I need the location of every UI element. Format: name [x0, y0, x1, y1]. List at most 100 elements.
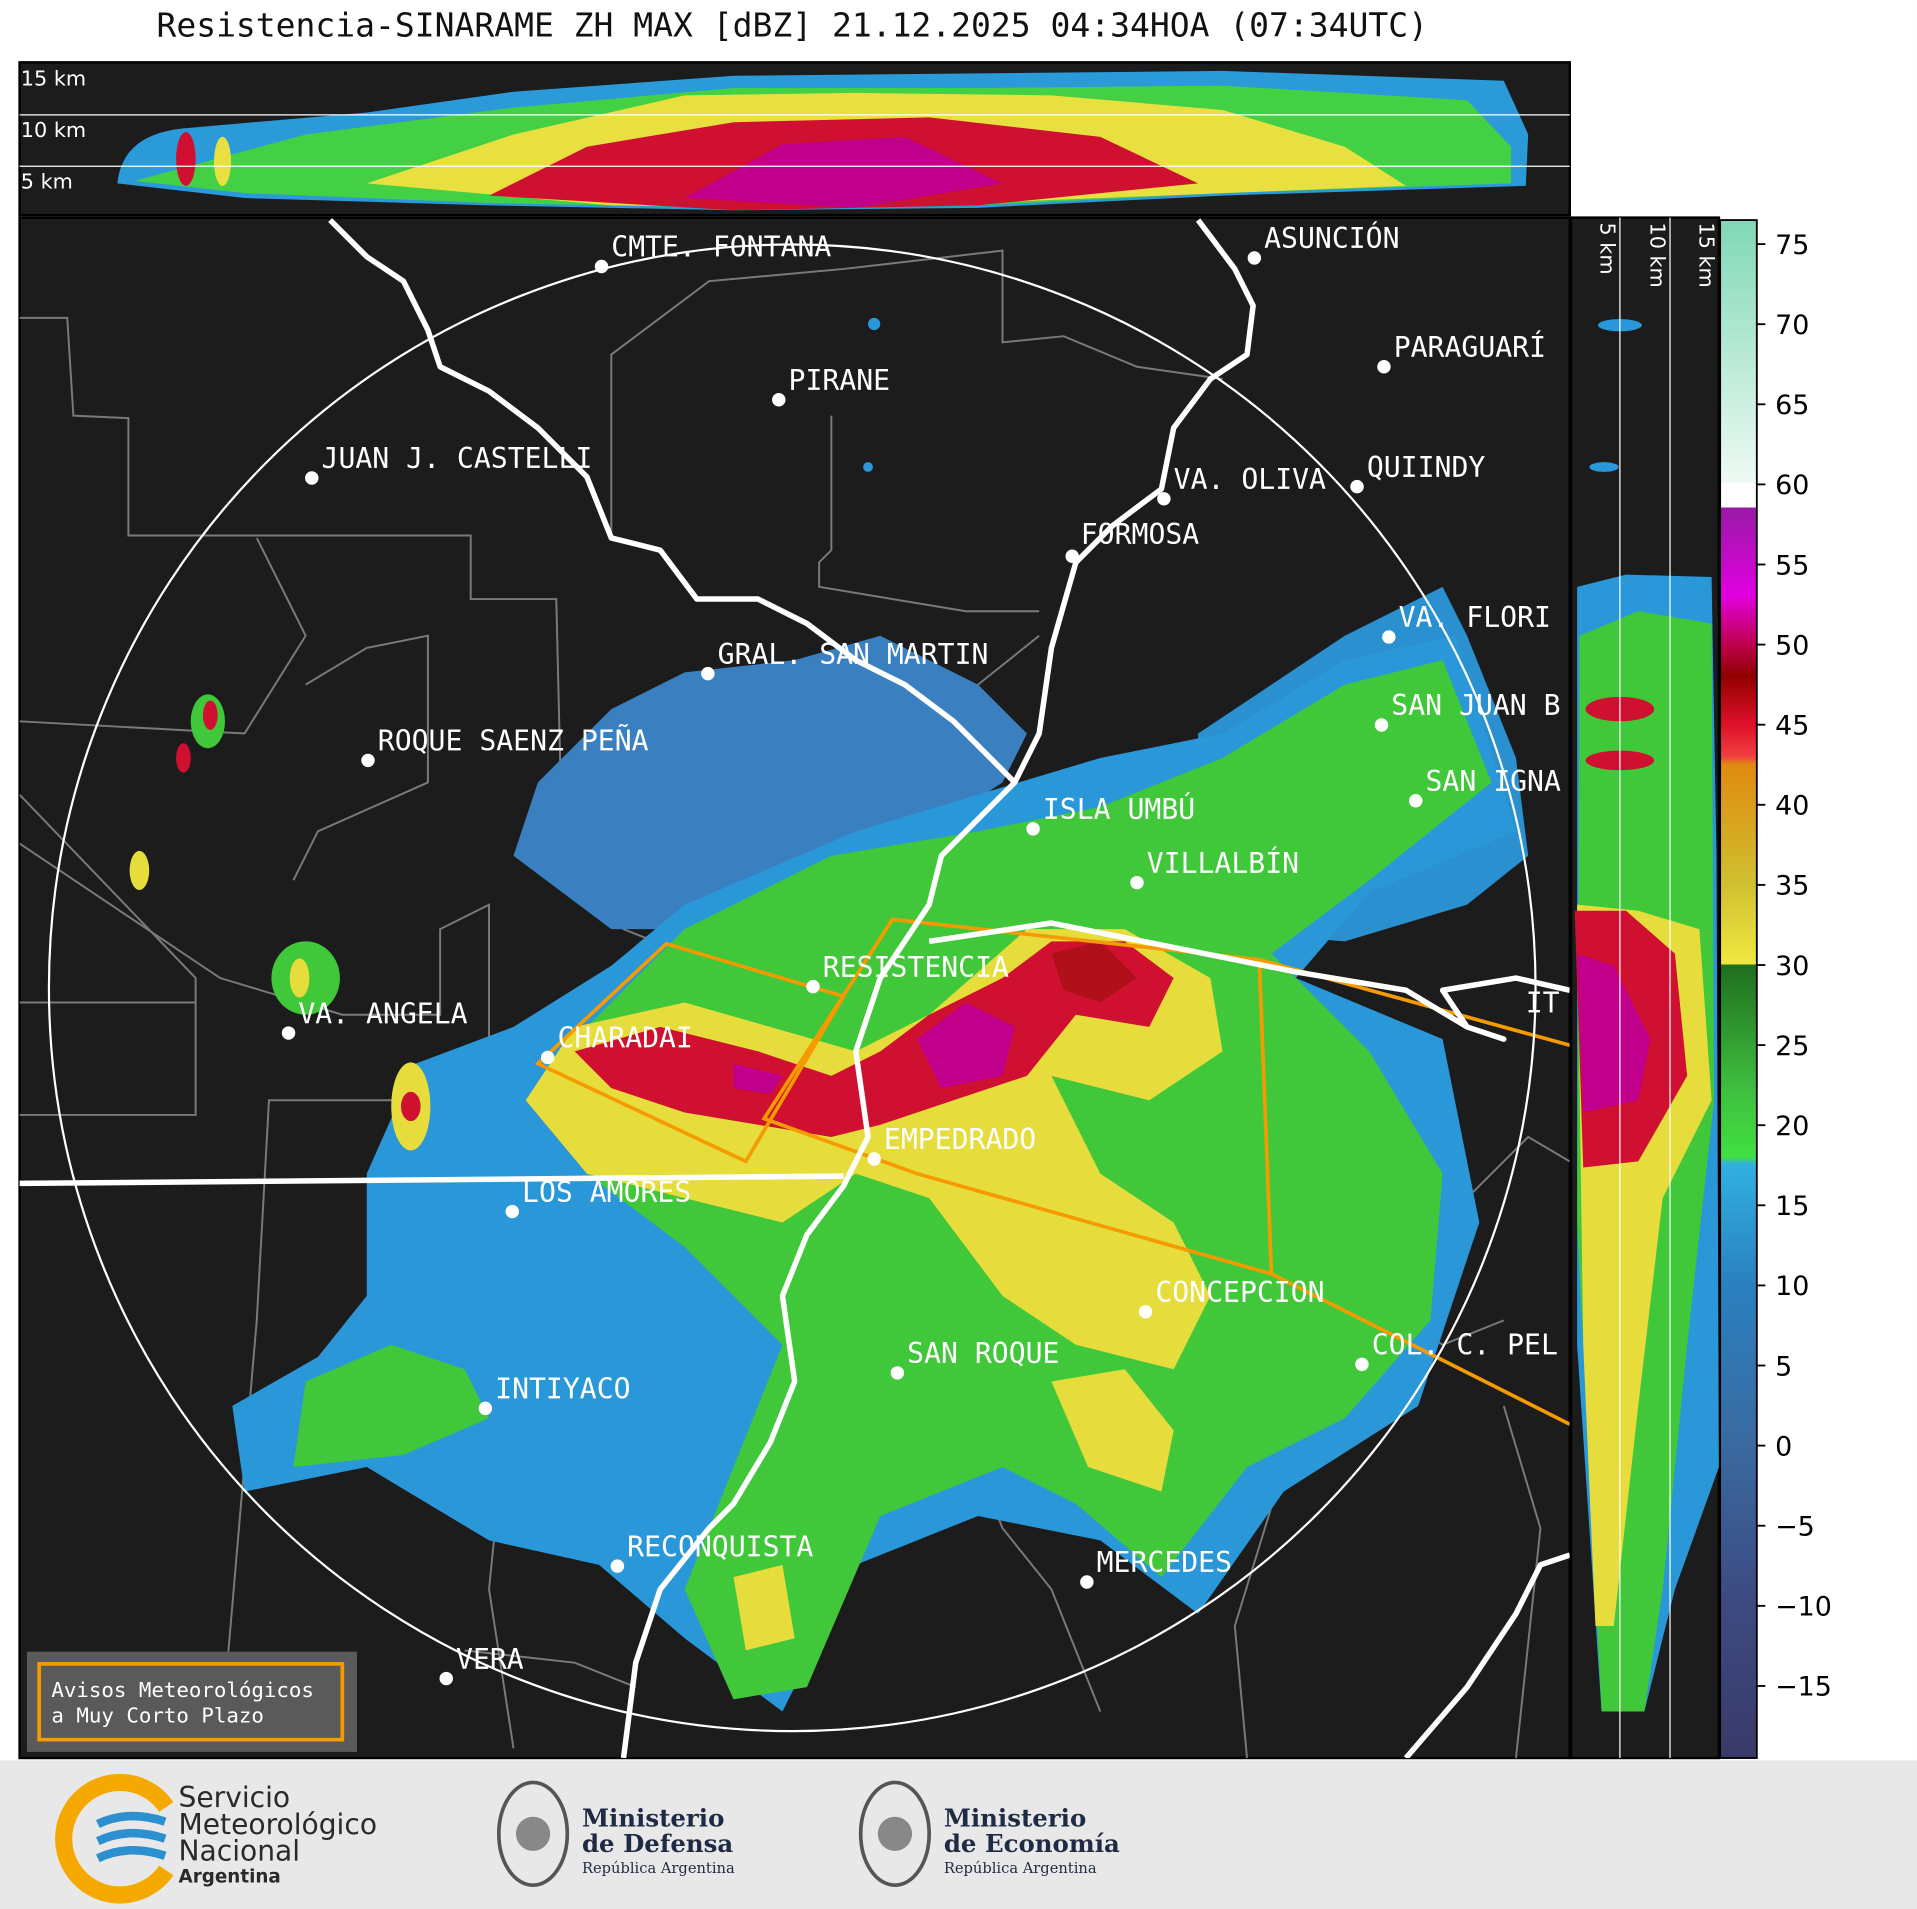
place-label: CONCEPCION: [1155, 1276, 1324, 1309]
profile-label: 15 km: [1694, 223, 1718, 288]
place-dot: [1080, 1575, 1094, 1589]
place-label: IT: [1526, 986, 1560, 1019]
places: CMTE. FONTANA PIRANE JUAN J. CASTELLI ASUNC…: [281, 221, 1561, 1686]
place-label: FORMOSA: [1081, 518, 1200, 551]
place-dot: [1065, 549, 1079, 563]
place-dot: [890, 1366, 905, 1380]
place-dot: [305, 471, 319, 485]
economia-emblem: [858, 1780, 931, 1887]
colorbar-tick-label: −10: [1775, 1592, 1832, 1623]
logo-text: República Argentina: [582, 1860, 735, 1877]
logo-text: Ministerio: [944, 1803, 1086, 1832]
colorbar-tick-label: 70: [1775, 310, 1809, 341]
place-label: VA. OLIVA: [1174, 463, 1326, 496]
smn-logo: [55, 1773, 174, 1904]
place-dot: [867, 1152, 881, 1166]
place-label: PIRANE: [789, 364, 891, 397]
place-label: SAN IGNA: [1426, 765, 1561, 798]
colorbar-tick-label: 35: [1775, 871, 1809, 902]
place-label: INTIYACO: [495, 1373, 630, 1406]
colorbar-tick-label: 60: [1775, 470, 1809, 501]
place-label: CMTE. FONTANA: [611, 231, 831, 264]
place-dot: [1157, 492, 1171, 506]
logo-text: República Argentina: [944, 1860, 1097, 1877]
map-content: CMTE. FONTANA PIRANE JUAN J. CASTELLI ASUNC…: [19, 218, 1570, 1759]
place-dot: [478, 1401, 493, 1416]
place-label: JUAN J. CASTELLI: [322, 442, 593, 475]
colorbar-tick-label: 15: [1775, 1191, 1809, 1222]
profile-label: 10 km: [1645, 223, 1669, 288]
place-dot: [701, 666, 715, 681]
colorbar-tick-label: −15: [1775, 1672, 1832, 1703]
place-dot: [1409, 794, 1423, 808]
place-label: COL. C. PEL: [1372, 1329, 1558, 1362]
place-dot: [1138, 1305, 1153, 1319]
notice-bg: [26, 1651, 358, 1752]
logo-text: de Economía: [944, 1829, 1120, 1858]
colorbar-tick-label: 5: [1775, 1351, 1792, 1382]
colorbar-tick-label: 65: [1775, 390, 1809, 421]
place-dot: [1247, 251, 1262, 265]
place-label: LOS AMORES: [522, 1176, 691, 1209]
profile-label: 5 km: [21, 169, 73, 193]
colorbar-tick-label: 55: [1775, 550, 1809, 581]
place-dot: [1130, 875, 1144, 890]
logo-text: Nacional: [179, 1835, 301, 1868]
profile-label: 15 km: [21, 67, 86, 91]
place-dot: [505, 1204, 519, 1219]
place-dot: [1382, 630, 1396, 644]
place-label: SAN ROQUE: [907, 1337, 1059, 1370]
place-dot: [541, 1050, 555, 1065]
place-label: QUIINDY: [1367, 451, 1486, 484]
place-label: SAN JUAN B: [1391, 689, 1560, 722]
place-label: ASUNCIÓN: [1264, 221, 1399, 255]
place-label: VILLALBÍN: [1147, 846, 1299, 880]
colorbar-tick-label: 0: [1775, 1431, 1792, 1462]
colorbar-tick-label: 40: [1775, 791, 1809, 822]
place-label: RESISTENCIA: [823, 951, 1009, 984]
place-dot: [281, 1026, 296, 1040]
radar-range-ring: [47, 243, 1537, 1733]
place-dot: [594, 259, 609, 274]
colorbar-tick-label: 25: [1775, 1031, 1809, 1062]
place-label: PARAGUARÍ: [1394, 330, 1546, 364]
profile-label: 5 km: [1595, 223, 1619, 275]
top-profile-echo: [117, 70, 1529, 211]
place-label: ISLA UMBÚ: [1043, 792, 1195, 826]
place-label: MERCEDES: [1097, 1546, 1232, 1579]
place-dot: [1355, 1357, 1369, 1372]
place-dot: [1374, 718, 1389, 732]
notice-line: a Muy Corto Plazo: [51, 1704, 264, 1728]
side-profile-labels: 5 km 10 km 15 km: [1595, 223, 1718, 288]
logo-text: Ministerio: [582, 1803, 724, 1832]
defensa-emblem: [496, 1780, 570, 1887]
logo-text: de Defensa: [582, 1829, 733, 1858]
colorbar-tick-label: −5: [1775, 1512, 1815, 1543]
place-dot: [1350, 479, 1364, 494]
logo-text: Argentina: [179, 1867, 281, 1888]
place-label: RECONQUISTA: [627, 1530, 813, 1563]
colorbar-tick-label: 50: [1775, 630, 1809, 661]
footer-bg: [0, 1760, 1917, 1909]
top-profile-labels: 15 km 10 km 5 km: [21, 67, 86, 194]
place-dot: [1377, 360, 1391, 374]
place-dot: [772, 393, 786, 407]
place-label: ROQUE SAENZ PEÑA: [378, 724, 649, 758]
notice-line: Avisos Meteorológicos: [51, 1678, 314, 1702]
side-profile-echo: [1574, 319, 1719, 1712]
rivers: [19, 218, 1570, 1759]
place-label: VERA: [456, 1643, 524, 1676]
place-label: VA. ANGELA: [298, 997, 467, 1030]
title: Resistencia-SINARAME ZH MAX [dBZ] 21.12.…: [156, 6, 1428, 45]
place-dot: [1026, 822, 1040, 836]
colorbar: [1719, 219, 1758, 1759]
notice-frame: [37, 1662, 345, 1742]
place-label: VA. FLORI: [1399, 601, 1551, 634]
colorbar-ticks: −15 −10 −5 0 5 10 15 20 25 30 35 40 45 50 55 60 65 70 75: [1756, 230, 1832, 1703]
logo-text: Servicio: [179, 1781, 291, 1814]
place-dot: [361, 753, 375, 768]
